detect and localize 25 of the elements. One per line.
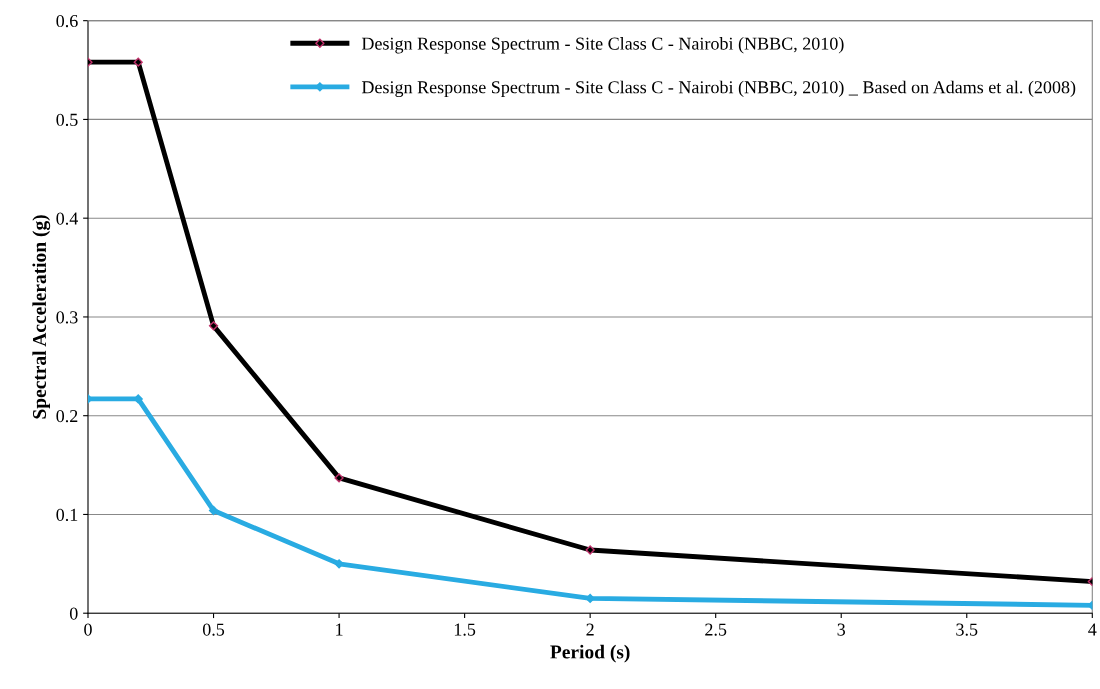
x-tick-label: 3 — [837, 623, 846, 636]
point — [334, 473, 344, 483]
legend-label: Design Response Spectrum - Site Class C - Nairobi (NBBC, 2010) _ Based on Adams et al. (2008) — [361, 80, 1076, 98]
x-tick-label: 2.5 — [705, 623, 727, 636]
legend-label: Design Response Spectrum - Site Class C - Nairobi (NBBC, 2010) — [361, 37, 844, 54]
point — [133, 57, 143, 67]
x-tick-label: 0.5 — [202, 623, 225, 636]
x-tick-label: 0 — [84, 623, 92, 636]
y-tick-label: 0.1 — [56, 508, 78, 521]
x-axis-title: Period (s) — [550, 644, 630, 663]
y-tick-label: 0.5 — [56, 113, 78, 126]
point — [585, 545, 595, 555]
y-tick-label: 0.3 — [56, 311, 78, 324]
line-series — [88, 394, 1093, 610]
x-tick-label: 1 — [336, 623, 343, 636]
y-tick-label: 0.2 — [56, 409, 78, 423]
y-tick-label: 0.4 — [56, 212, 78, 225]
y-tick-label: 0 — [69, 607, 78, 620]
x-tick-label: 1.5 — [454, 623, 476, 636]
y-tick-label: 0.6 — [56, 14, 78, 28]
point — [208, 321, 219, 331]
x-tick-label: 2 — [586, 623, 594, 636]
x-tick-label: 4 — [1088, 623, 1097, 636]
x-tick-label: 3.5 — [956, 623, 978, 636]
y-axis-title: Spectral Acceleration (g) — [32, 215, 51, 419]
